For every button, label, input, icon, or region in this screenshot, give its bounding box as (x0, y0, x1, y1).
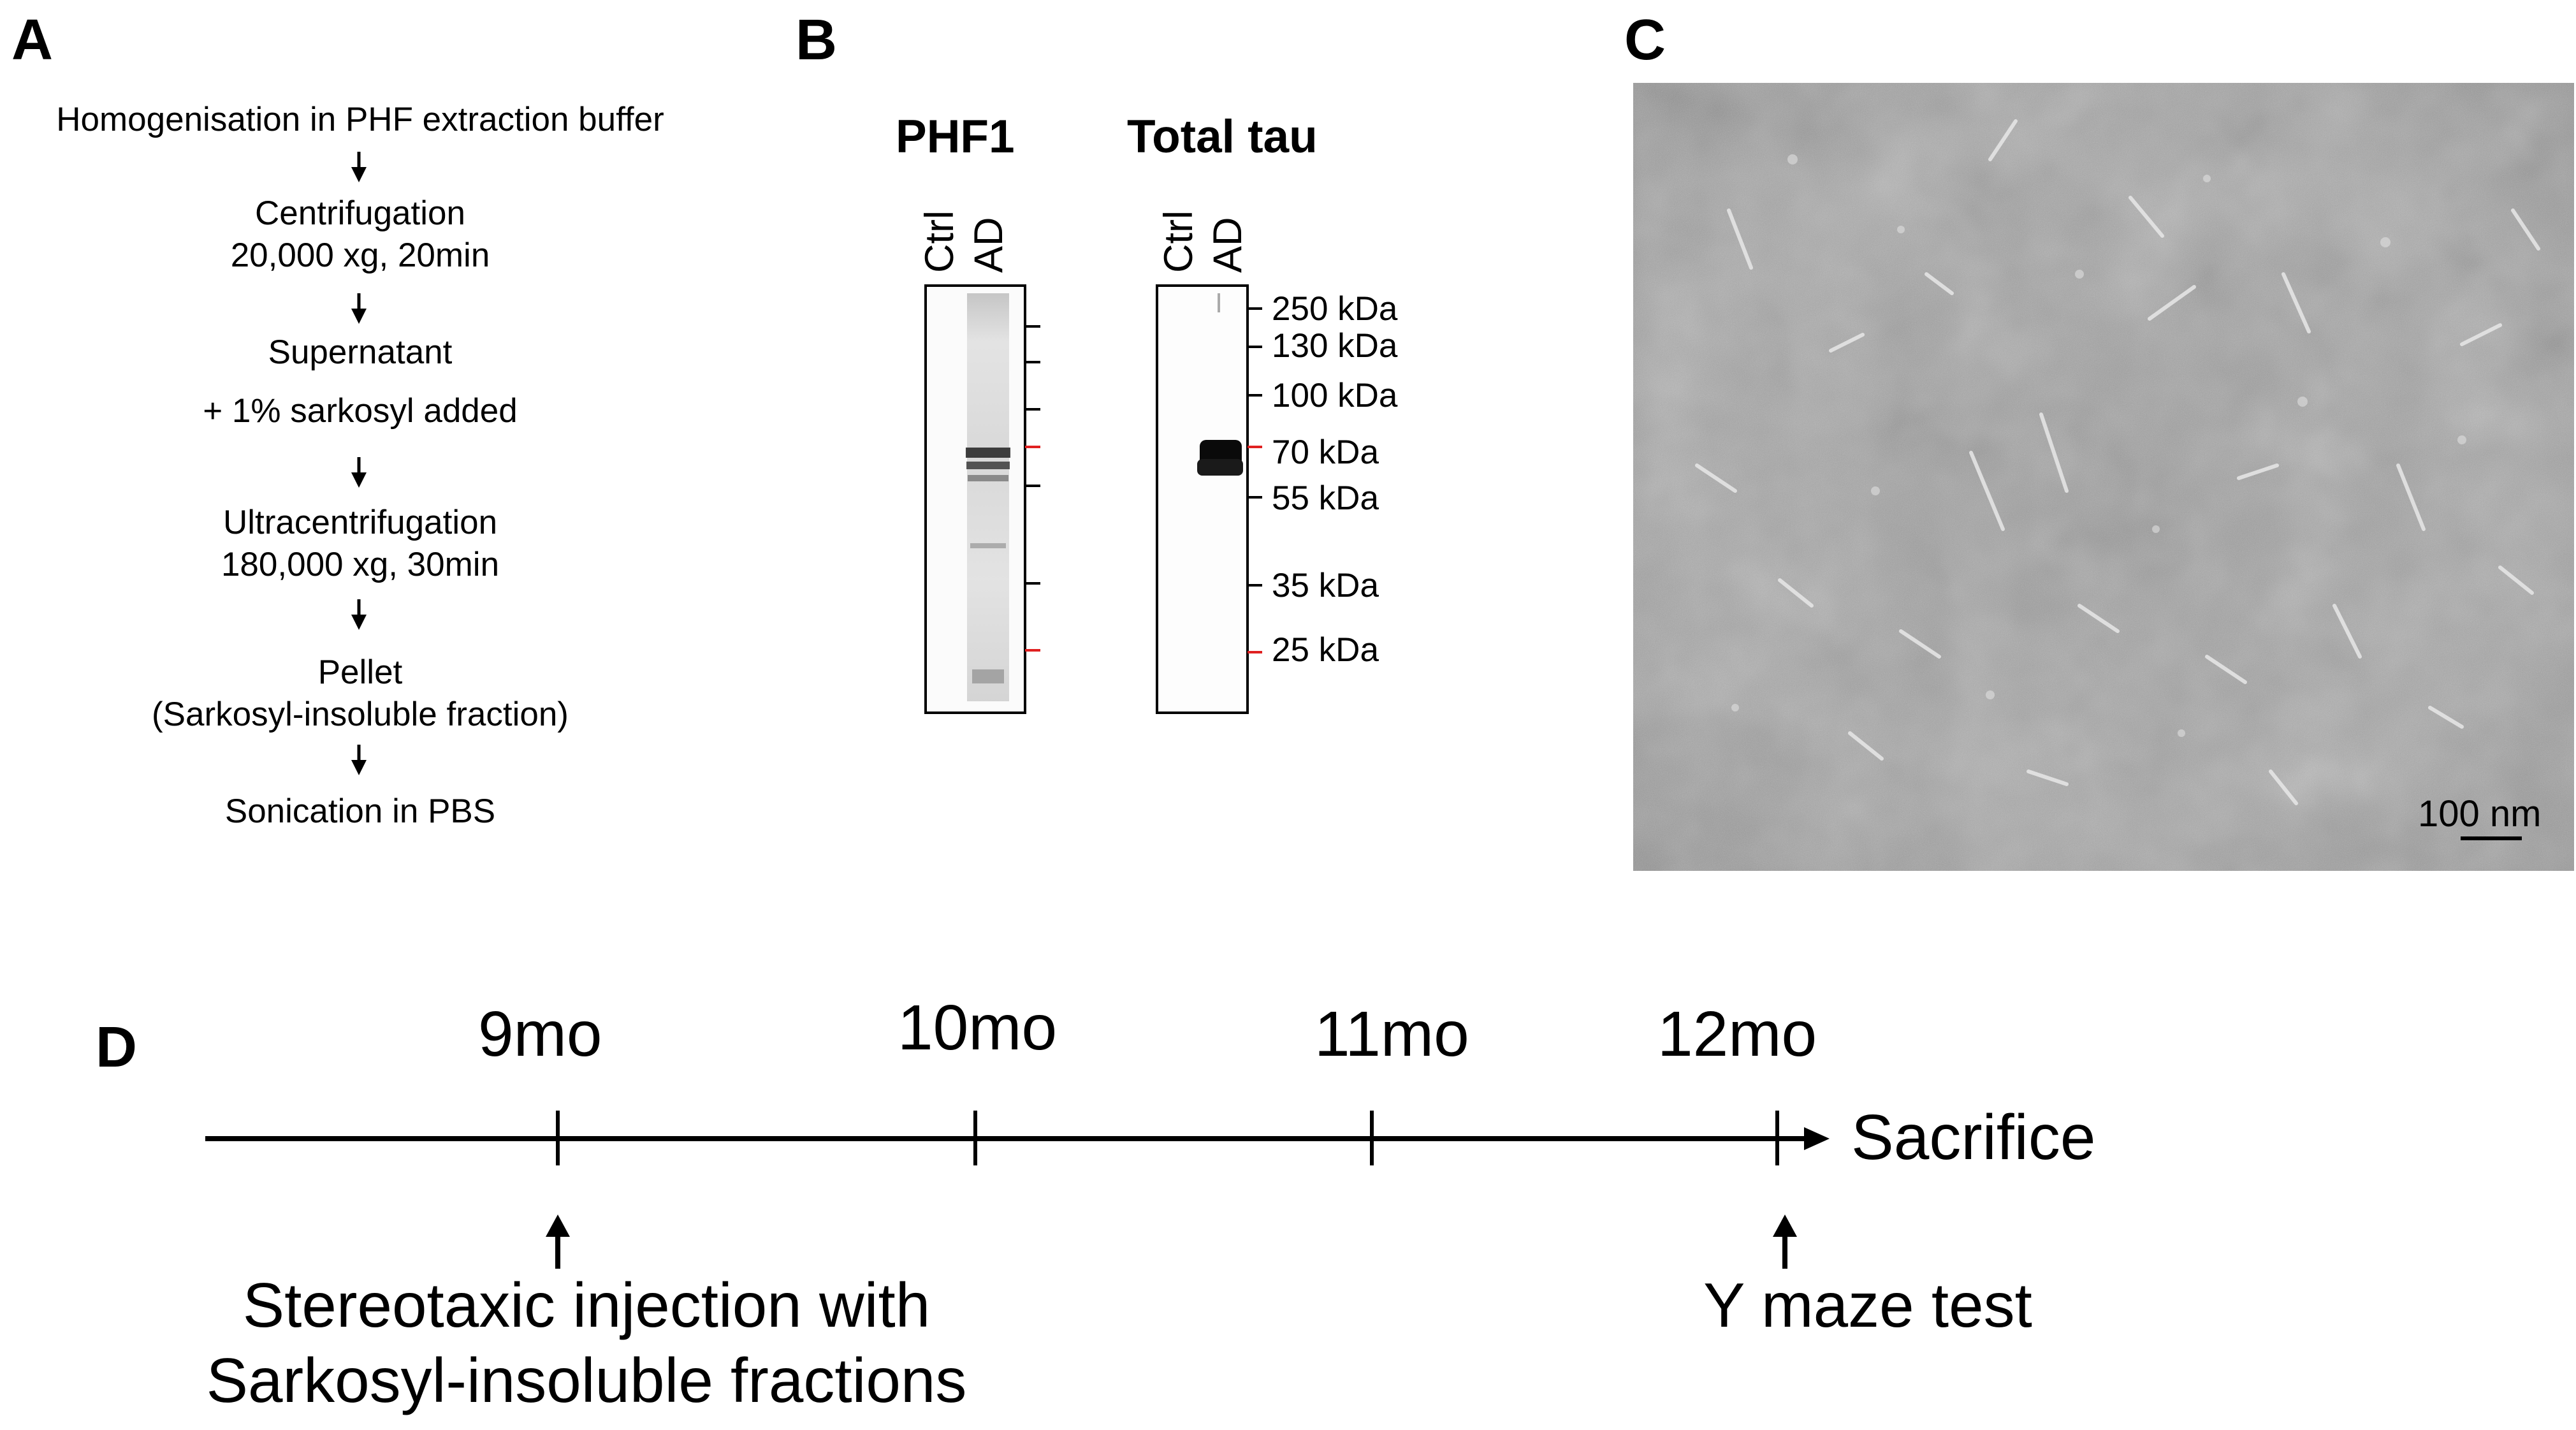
flow-step-ultracentrifugation: Ultracentrifugation (222, 504, 498, 541)
blot-title-total-tau: Total tau (1127, 111, 1318, 163)
timeline (205, 1111, 1830, 1269)
marker-label-130: 130 kDa (1272, 327, 1398, 365)
event-y-maze: Y maze test (1632, 1267, 2104, 1343)
marker-label-100: 100 kDa (1272, 377, 1398, 414)
up-arrow-icon (546, 1215, 570, 1269)
panel-b-letter: B (796, 8, 837, 72)
event-injection-line1: Stereotaxic injection with (242, 1270, 931, 1340)
timepoint-10mo: 10mo (898, 992, 1058, 1063)
flow-arrows (351, 152, 367, 775)
western-blots (924, 284, 1262, 714)
timeline-end-label: Sacrifice (1851, 1102, 2096, 1173)
flow-step-centrifugation-params: 20,000 xg, 20min (230, 237, 490, 274)
flow-step-ultracentrifugation-params: 180,000 xg, 30min (221, 546, 500, 583)
event-y-maze-line1: Y maze test (1703, 1270, 2032, 1340)
event-injection: Stereotaxic injection with Sarkosyl-inso… (178, 1267, 994, 1418)
lane-label-tau-ad: AD (1205, 217, 1250, 273)
flow-step-centrifugation: Centrifugation (255, 194, 465, 232)
marker-label-35: 35 kDa (1272, 567, 1379, 604)
lane-label-tau-ctrl: Ctrl (1156, 210, 1201, 273)
timepoint-9mo: 9mo (478, 998, 602, 1070)
up-arrow-icon (1773, 1215, 1797, 1269)
event-injection-line2: Sarkosyl-insoluble fractions (206, 1345, 967, 1415)
lane-label-phf1-ad: AD (966, 217, 1011, 273)
lane-label-phf1-ctrl: Ctrl (917, 210, 962, 273)
flow-step-supernatant: Supernatant (268, 333, 453, 371)
timepoint-12mo: 12mo (1657, 998, 1817, 1070)
blot-total-tau (1156, 284, 1262, 714)
flow-step-sarkosyl: + 1% sarkosyl added (203, 392, 518, 430)
panel-a-letter: A (11, 8, 53, 72)
flow-step-pellet-note: (Sarkosyl-insoluble fraction) (152, 696, 569, 733)
panel-c-letter: C (1624, 8, 1666, 72)
tem-micrograph (1633, 83, 2574, 871)
marker-label-55: 55 kDa (1272, 479, 1379, 517)
blot-title-phf1: PHF1 (896, 111, 1015, 163)
marker-label-25: 25 kDa (1272, 631, 1379, 669)
blot-phf1 (924, 284, 1040, 714)
flow-step-sonication: Sonication in PBS (224, 792, 496, 830)
marker-label-250: 250 kDa (1272, 290, 1398, 328)
timeline-arrowhead-icon (1804, 1127, 1830, 1150)
panel-d-letter: D (96, 1016, 137, 1079)
flow-step-pellet: Pellet (317, 653, 403, 691)
flow-step-homogenisation: Homogenisation in PHF extraction buffer (56, 101, 664, 138)
timepoint-11mo: 11mo (1314, 998, 1469, 1070)
marker-label-70: 70 kDa (1272, 434, 1379, 471)
scale-bar-label: 100 nm (2418, 793, 2542, 835)
